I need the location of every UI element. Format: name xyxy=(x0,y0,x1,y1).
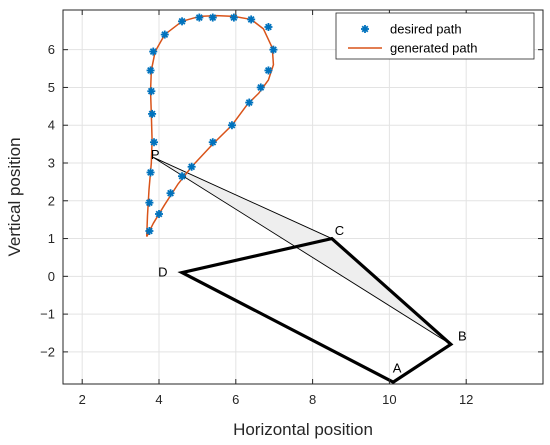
legend-entries: desired path generated path xyxy=(348,22,477,56)
desired-path-point xyxy=(145,198,154,207)
grid xyxy=(63,10,543,384)
desired-path-point xyxy=(147,87,156,96)
desired-path-point xyxy=(178,172,187,181)
desired-path-point xyxy=(146,66,155,75)
desired-path-point xyxy=(208,13,217,22)
desired-path-point xyxy=(208,138,217,147)
desired-path-point xyxy=(245,98,254,107)
four-bar-linkage xyxy=(177,236,454,384)
desired-path-point xyxy=(145,227,154,235)
x-tick-label: 8 xyxy=(309,392,316,407)
x-tick-label: 12 xyxy=(459,392,473,407)
legend-asterisk-icon xyxy=(361,25,369,33)
axes-frame xyxy=(62,9,544,385)
y-tick-label: −1 xyxy=(40,307,55,322)
desired-path-point xyxy=(247,15,256,24)
desired-path-point xyxy=(178,17,187,26)
desired-path-point xyxy=(187,162,196,171)
desired-path-point xyxy=(160,30,169,39)
point-labels: A B C D P xyxy=(151,147,467,375)
point-label-c: C xyxy=(335,223,344,238)
desired-path-point xyxy=(229,13,238,22)
point-label-b: B xyxy=(458,329,467,344)
y-tick-label: 2 xyxy=(48,193,55,208)
x-tick-label: 4 xyxy=(155,392,162,407)
desired-path-point xyxy=(155,210,163,218)
point-label-d: D xyxy=(158,264,167,279)
legend-box xyxy=(335,12,535,60)
legend: desired path generated path xyxy=(335,12,535,60)
x-tick-label: 10 xyxy=(382,392,396,407)
legend-label: desired path xyxy=(390,22,462,37)
x-axis-title: Horizontal position xyxy=(233,420,373,439)
y-tick-label: 1 xyxy=(48,231,55,246)
desired-path-point xyxy=(195,13,204,22)
series-layer xyxy=(145,13,278,237)
desired-path-point xyxy=(146,168,155,177)
plot-area xyxy=(63,10,543,384)
point-label-a: A xyxy=(393,361,402,376)
legend-label: generated path xyxy=(390,41,477,56)
linkage-diagram xyxy=(153,156,454,384)
y-tick-label: 3 xyxy=(48,156,55,171)
desired-path-point xyxy=(227,121,236,130)
y-tick-label: 5 xyxy=(48,80,55,95)
desired-path-point xyxy=(149,47,158,56)
desired-path-point xyxy=(256,83,265,92)
y-tick-label: 4 xyxy=(48,118,55,133)
desired-path-point xyxy=(264,23,273,31)
point-label-p: P xyxy=(151,147,160,162)
desired-path-point xyxy=(269,45,278,54)
generated-path-line xyxy=(145,14,275,237)
desired-path-point xyxy=(148,109,157,118)
desired-path-point xyxy=(166,189,175,198)
y-tick-label: 6 xyxy=(48,42,55,57)
x-tick-label: 2 xyxy=(79,392,86,407)
y-tick-label: 0 xyxy=(48,269,55,284)
y-axis-title: Vertical position xyxy=(5,137,24,256)
desired-path-point xyxy=(150,138,159,147)
y-tick-label: −2 xyxy=(40,344,55,359)
desired-path-point xyxy=(264,66,273,75)
x-tick-label: 6 xyxy=(232,392,239,407)
